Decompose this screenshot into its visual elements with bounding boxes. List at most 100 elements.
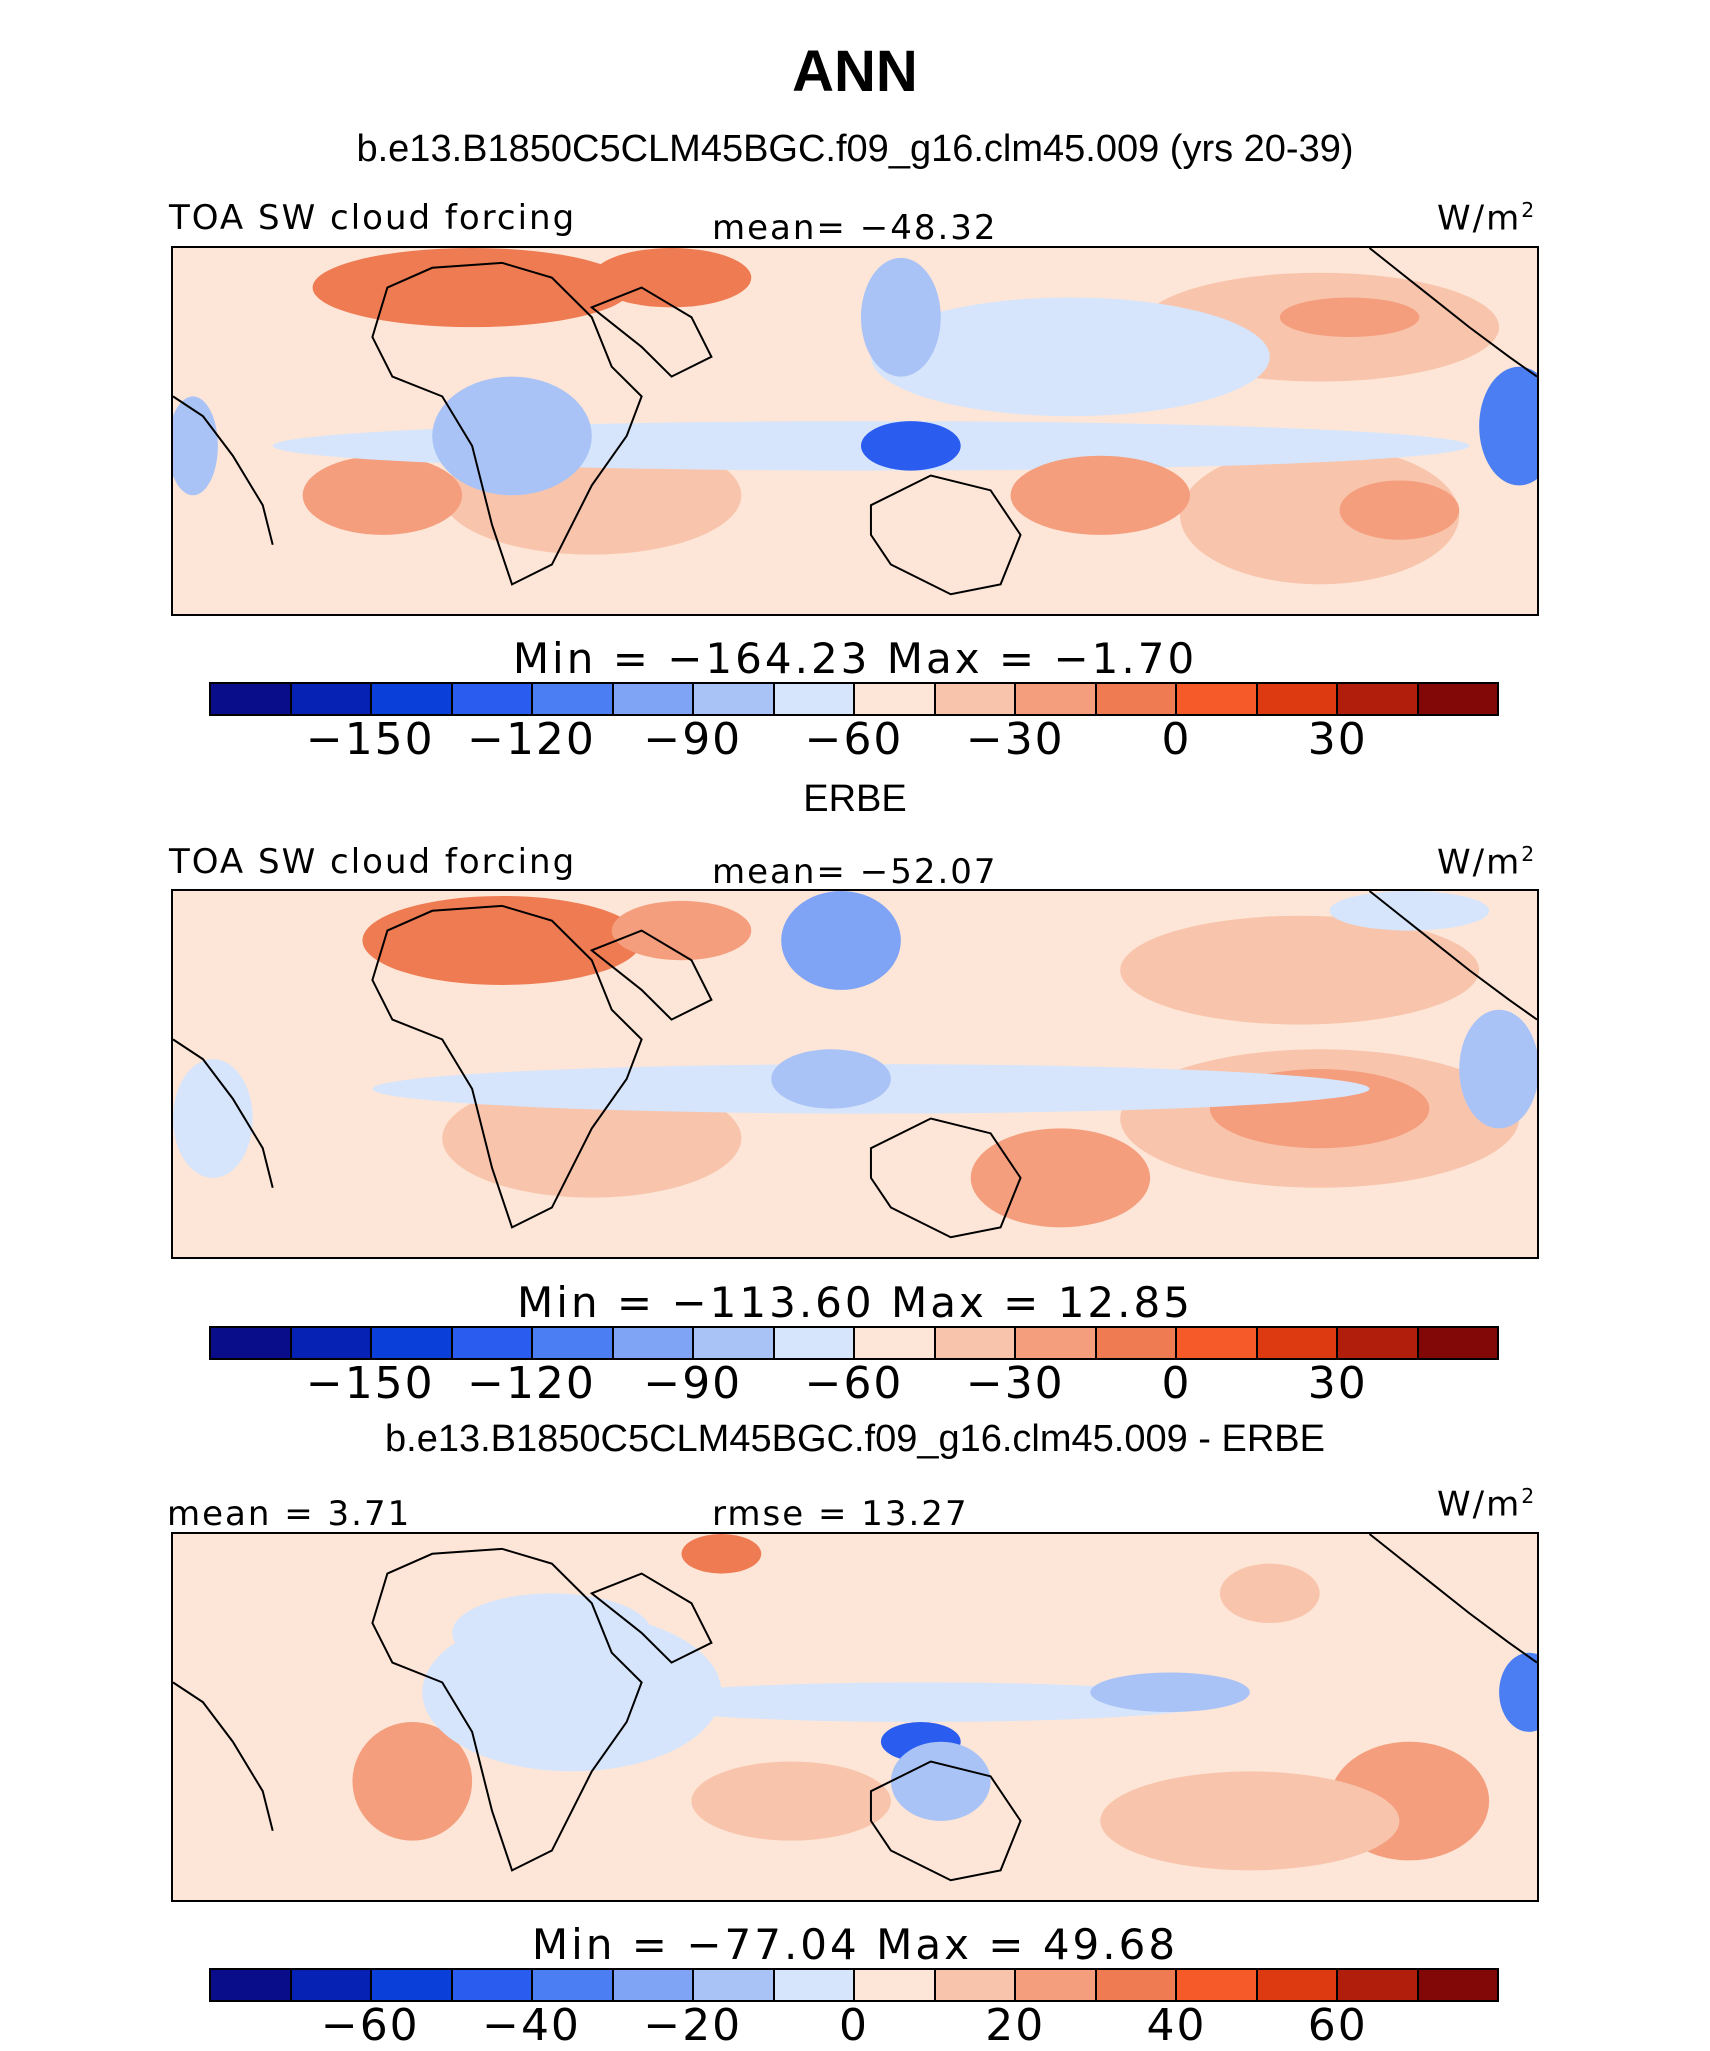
colorbar-tick-label: 40: [1146, 2000, 1207, 2051]
colorbar-tick-label: −60: [804, 714, 904, 765]
colorbar-swatch: [1177, 684, 1258, 714]
colorbar-swatch: [211, 684, 292, 714]
contour-region: [452, 1593, 652, 1673]
panel-3-header: b.e13.B1850C5CLM45BGC.f09_g16.clm45.009 …: [385, 1418, 1325, 1460]
colorbar-swatch: [452, 1970, 533, 2000]
colorbar-swatch: [1257, 684, 1338, 714]
colorbar-tick-label: −120: [467, 714, 596, 765]
panel-1-header: b.e13.B1850C5CLM45BGC.f09_g16.clm45.009 …: [356, 128, 1354, 170]
coastline: [371, 1547, 643, 1872]
contour-region: [1219, 1563, 1320, 1624]
contour-region: [860, 257, 941, 377]
panel-3-map: [171, 1532, 1539, 1902]
contour-region: [1339, 480, 1460, 540]
panel-2-header: ERBE: [803, 778, 907, 820]
contour-region: [173, 1059, 253, 1178]
panel-3-units: W/m2: [1437, 1484, 1537, 1525]
colorbar-swatch: [291, 684, 372, 714]
colorbar-swatch: [694, 1970, 775, 2000]
colorbar-swatch: [1418, 684, 1497, 714]
colorbar-tick-label: −40: [482, 2000, 581, 2051]
colorbar-swatch: [1418, 1970, 1497, 2000]
colorbar-tick-label: −120: [467, 1358, 596, 1409]
colorbar-tick-label: −20: [643, 2000, 743, 2051]
colorbar-swatch: [1016, 1328, 1097, 1358]
contour-region: [970, 1128, 1151, 1228]
colorbar-tick-label: −60: [804, 1358, 904, 1409]
panel-2-minmax: Min = −113.60 Max = 12.85: [517, 1278, 1193, 1327]
colorbar-swatch: [291, 1970, 372, 2000]
panel-1-field-label: TOA SW cloud forcing: [169, 198, 577, 238]
colorbar-swatch: [935, 1328, 1016, 1358]
colorbar-swatch: [533, 1970, 614, 2000]
colorbar-swatch: [211, 1328, 292, 1358]
colorbar-swatch: [372, 1328, 453, 1358]
contour-region: [611, 900, 752, 961]
contour-region: [1090, 1672, 1250, 1713]
colorbar-swatch: [1257, 1970, 1338, 2000]
panel-2-field-label: TOA SW cloud forcing: [169, 842, 577, 882]
coastline: [173, 395, 274, 545]
panel-2-mean-label: mean= −52.07: [712, 852, 998, 892]
coastline: [1368, 1534, 1537, 1664]
contour-region: [1329, 891, 1490, 931]
colorbar-tick-label: 20: [985, 2000, 1046, 2051]
colorbar-swatch: [452, 1328, 533, 1358]
contour-region: [432, 376, 592, 496]
colorbar-swatch: [613, 684, 694, 714]
colorbar-swatch: [1016, 684, 1097, 714]
coastline: [869, 474, 1022, 596]
colorbar-swatch: [1338, 1970, 1419, 2000]
contour-region: [302, 455, 463, 535]
contour-region: [681, 1534, 762, 1574]
coastline: [173, 1038, 274, 1188]
colorbar-tick-label: 0: [839, 2000, 869, 2051]
panel-1-colorbar: [209, 682, 1499, 716]
colorbar-swatch: [935, 1970, 1016, 2000]
colorbar-swatch: [291, 1328, 372, 1358]
colorbar-swatch: [1257, 1328, 1338, 1358]
colorbar-tick-label: 0: [1161, 714, 1192, 765]
colorbar-swatch: [855, 1970, 936, 2000]
colorbar-swatch: [774, 1328, 855, 1358]
colorbar-swatch: [1096, 684, 1177, 714]
colorbar-swatch: [533, 1328, 614, 1358]
colorbar-tick-label: −30: [965, 714, 1065, 765]
panel-1-minmax: Min = −164.23 Max = −1.70: [512, 634, 1198, 683]
coastline: [869, 1117, 1022, 1239]
panel-2-map: [171, 889, 1539, 1259]
colorbar-swatch: [1096, 1328, 1177, 1358]
coastline: [371, 261, 643, 586]
colorbar-tick-label: 30: [1307, 1358, 1368, 1409]
colorbar-swatch: [372, 1970, 453, 2000]
contour-region: [1479, 366, 1537, 486]
panel-1-mean-label: mean= −48.32: [712, 208, 998, 248]
contour-region: [781, 891, 901, 990]
colorbar-swatch: [694, 684, 775, 714]
contour-region: [1279, 297, 1420, 338]
contour-region: [890, 1741, 991, 1821]
colorbar-tick-label: 60: [1307, 2000, 1368, 2051]
panel-3-colorbar: [209, 1968, 1499, 2002]
contour-region: [1499, 1652, 1537, 1732]
colorbar-swatch: [855, 684, 936, 714]
colorbar-swatch: [774, 684, 855, 714]
colorbar-swatch: [1177, 1970, 1258, 2000]
contour-region: [312, 248, 632, 328]
colorbar-swatch: [1418, 1328, 1497, 1358]
coastline: [589, 929, 713, 1021]
colorbar-swatch: [1096, 1970, 1177, 2000]
colorbar-swatch: [774, 1970, 855, 2000]
colorbar-swatch: [694, 1328, 775, 1358]
colorbar-tick-label: 30: [1307, 714, 1368, 765]
colorbar-tick-label: −150: [305, 1358, 435, 1409]
colorbar-swatch: [1338, 684, 1419, 714]
coastline: [589, 1572, 713, 1664]
colorbar-swatch: [935, 684, 1016, 714]
coastline: [1368, 248, 1537, 378]
contour-region: [352, 1721, 473, 1841]
coastline: [173, 1681, 274, 1831]
contour-region: [1180, 445, 1460, 585]
colorbar-swatch: [211, 1970, 292, 2000]
panel-3-rmse-label: rmse = 13.27: [712, 1494, 969, 1534]
